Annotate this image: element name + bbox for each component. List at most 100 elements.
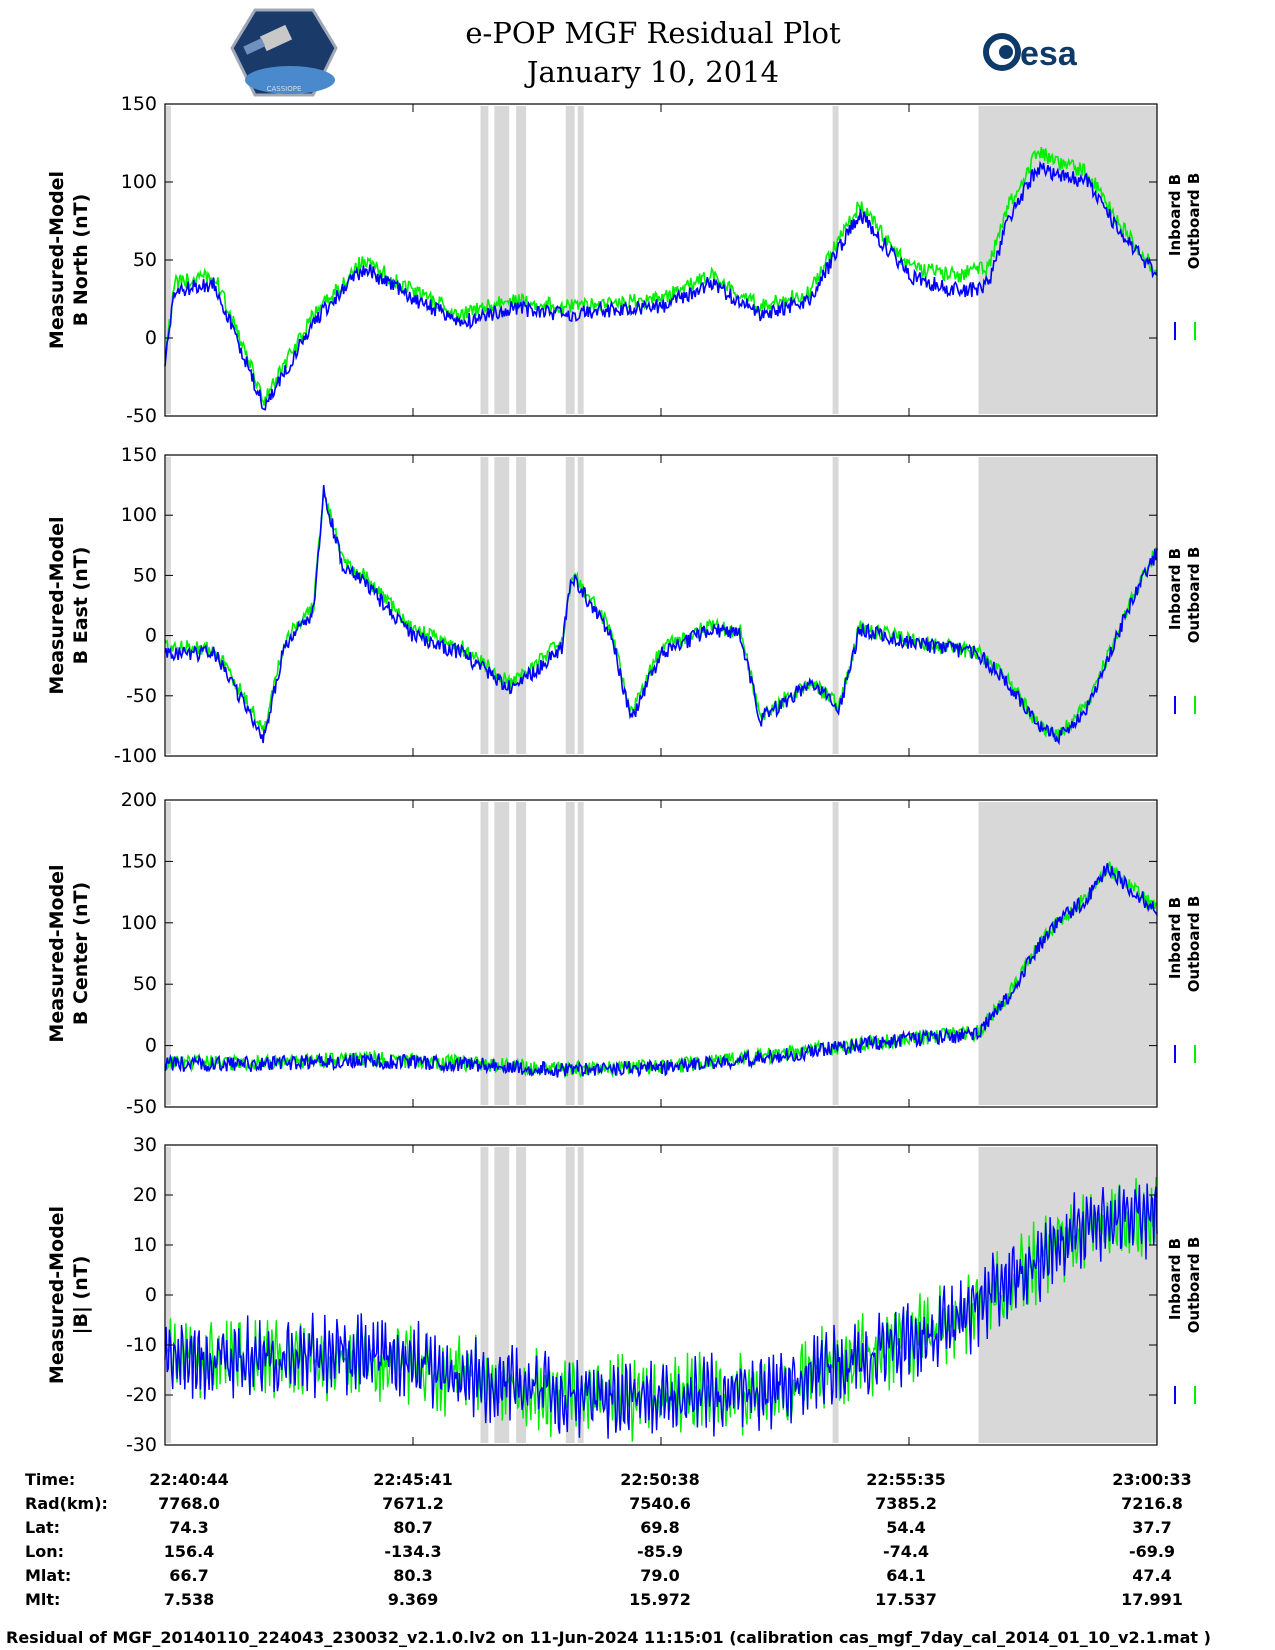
- y-tick-label: 150: [121, 444, 157, 466]
- info-cell: 22:50:38: [620, 1470, 700, 1489]
- esa-logo: esa: [983, 33, 1078, 73]
- y-tick-label: 100: [121, 171, 157, 193]
- panel-b-north: -50 0 50 100 150 Measured-Model B North (nT) In…: [46, 93, 1203, 427]
- y-tick-label: -50: [126, 405, 157, 427]
- info-cell: 37.7: [1132, 1518, 1171, 1537]
- svg-text:CASSIOPE: CASSIOPE: [267, 85, 302, 93]
- info-cell: 80.3: [393, 1566, 432, 1585]
- y-tick-label: 0: [145, 1035, 157, 1057]
- panel-b-east: -100 -50 0 50 100 150 Measured-Model B East (nT…: [46, 444, 1203, 767]
- info-cell: 79.0: [640, 1566, 679, 1585]
- y-axis-label: Measured-Model: [46, 516, 68, 694]
- y-tick-label: 10: [133, 1234, 157, 1256]
- shaded-band: [577, 106, 584, 414]
- y-tick-label: 150: [121, 93, 157, 115]
- info-cell: 17.537: [875, 1590, 937, 1609]
- shaded-band: [565, 106, 575, 414]
- info-cell: 47.4: [1132, 1566, 1171, 1585]
- info-cell: 22:40:44: [149, 1470, 229, 1489]
- series-line-inboard: [164, 160, 1158, 411]
- panel-b-magnitude: -30 -20 -10 0 10 20 30 Measured-Model |B| (nT) In…: [46, 1134, 1203, 1456]
- legend-inboard: Inboard B: [1166, 548, 1184, 630]
- info-cell: 54.4: [886, 1518, 925, 1537]
- info-cell: 23:00:33: [1112, 1470, 1192, 1489]
- shaded-band: [832, 1147, 839, 1443]
- info-row-label: Mlat:: [25, 1566, 71, 1585]
- info-cell: 80.7: [393, 1518, 432, 1537]
- legend-outboard: Outboard B: [1185, 547, 1203, 644]
- shaded-band: [978, 802, 1157, 1105]
- shaded-band: [978, 106, 1157, 414]
- shaded-band: [565, 457, 575, 754]
- y-tick-label: -100: [114, 745, 157, 767]
- shaded-band: [577, 457, 584, 754]
- shaded-band: [978, 1147, 1157, 1443]
- shaded-band: [516, 457, 527, 754]
- y-tick-label: -50: [126, 1096, 157, 1118]
- shaded-band: [494, 1147, 510, 1443]
- info-cell: 156.4: [164, 1542, 215, 1561]
- info-cell: 7.538: [164, 1590, 215, 1609]
- shaded-band: [516, 106, 527, 414]
- info-row-label: Mlt:: [25, 1590, 60, 1609]
- shaded-band: [480, 106, 489, 414]
- shaded-band: [565, 1147, 575, 1443]
- y-axis-label: Measured-Model: [46, 864, 68, 1042]
- y-tick-label: 50: [133, 973, 157, 995]
- y-tick-label: 200: [121, 789, 157, 811]
- shaded-band: [480, 1147, 489, 1443]
- shaded-band: [516, 1147, 527, 1443]
- info-row-label: Lat:: [25, 1518, 60, 1537]
- info-cell: 66.7: [169, 1566, 208, 1585]
- y-tick-label: 50: [133, 249, 157, 271]
- shaded-band: [978, 457, 1157, 754]
- y-tick-label: -50: [126, 685, 157, 707]
- y-tick-label: -30: [126, 1434, 157, 1456]
- series-line-outboard: [164, 861, 1158, 1079]
- legend-inboard: Inboard B: [1166, 1238, 1184, 1320]
- info-cell: 74.3: [169, 1518, 208, 1537]
- orbit-info-table: Time: Rad(km): Lat: Lon: Mlat: Mlt: 22:40:44 77…: [25, 1470, 1192, 1609]
- info-cell: 7540.6: [629, 1494, 691, 1513]
- y-tick-label: -20: [126, 1384, 157, 1406]
- legend-outboard: Outboard B: [1185, 896, 1203, 993]
- info-cell: -134.3: [384, 1542, 441, 1561]
- y-tick-label: 0: [145, 625, 157, 647]
- y-tick-label: 0: [145, 1284, 157, 1306]
- shaded-band: [165, 457, 171, 754]
- plot-date: January 10, 2014: [524, 55, 779, 89]
- footer-caption: Residual of MGF_20140110_224043_230032_v…: [6, 1628, 1211, 1647]
- y-tick-label: 30: [133, 1134, 157, 1156]
- shaded-band: [494, 457, 510, 754]
- info-cell: -69.9: [1129, 1542, 1175, 1561]
- info-cell: -85.9: [637, 1542, 683, 1561]
- shaded-band: [165, 802, 171, 1105]
- info-cell: -74.4: [883, 1542, 929, 1561]
- info-cell: 7671.2: [382, 1494, 444, 1513]
- info-cell: 7216.8: [1121, 1494, 1183, 1513]
- info-cell: 64.1: [886, 1566, 925, 1585]
- y-axis-label: B East (nT): [70, 547, 92, 665]
- series-line-inboard: [164, 1183, 1158, 1439]
- shaded-band: [577, 1147, 584, 1443]
- series-line-outboard: [164, 147, 1158, 406]
- y-tick-label: 20: [133, 1184, 157, 1206]
- legend-inboard: Inboard B: [1166, 897, 1184, 979]
- plot-title: e-POP MGF Residual Plot: [465, 16, 841, 50]
- legend-outboard: Outboard B: [1185, 173, 1203, 270]
- y-tick-label: 100: [121, 504, 157, 526]
- info-row-label: Time:: [25, 1470, 75, 1489]
- shaded-band: [494, 106, 510, 414]
- info-cell: 17.991: [1121, 1590, 1183, 1609]
- shaded-band: [480, 457, 489, 754]
- info-cell: 22:45:41: [373, 1470, 453, 1489]
- shaded-band: [577, 802, 584, 1105]
- y-tick-label: 100: [121, 912, 157, 934]
- y-tick-label: 0: [145, 327, 157, 349]
- info-row-label: Rad(km):: [25, 1494, 108, 1513]
- y-axis-label: B Center (nT): [70, 882, 92, 1025]
- y-tick-label: 150: [121, 850, 157, 872]
- y-tick-label: 50: [133, 564, 157, 586]
- legend-outboard: Outboard B: [1185, 1237, 1203, 1334]
- legend-inboard: Inboard B: [1166, 174, 1184, 256]
